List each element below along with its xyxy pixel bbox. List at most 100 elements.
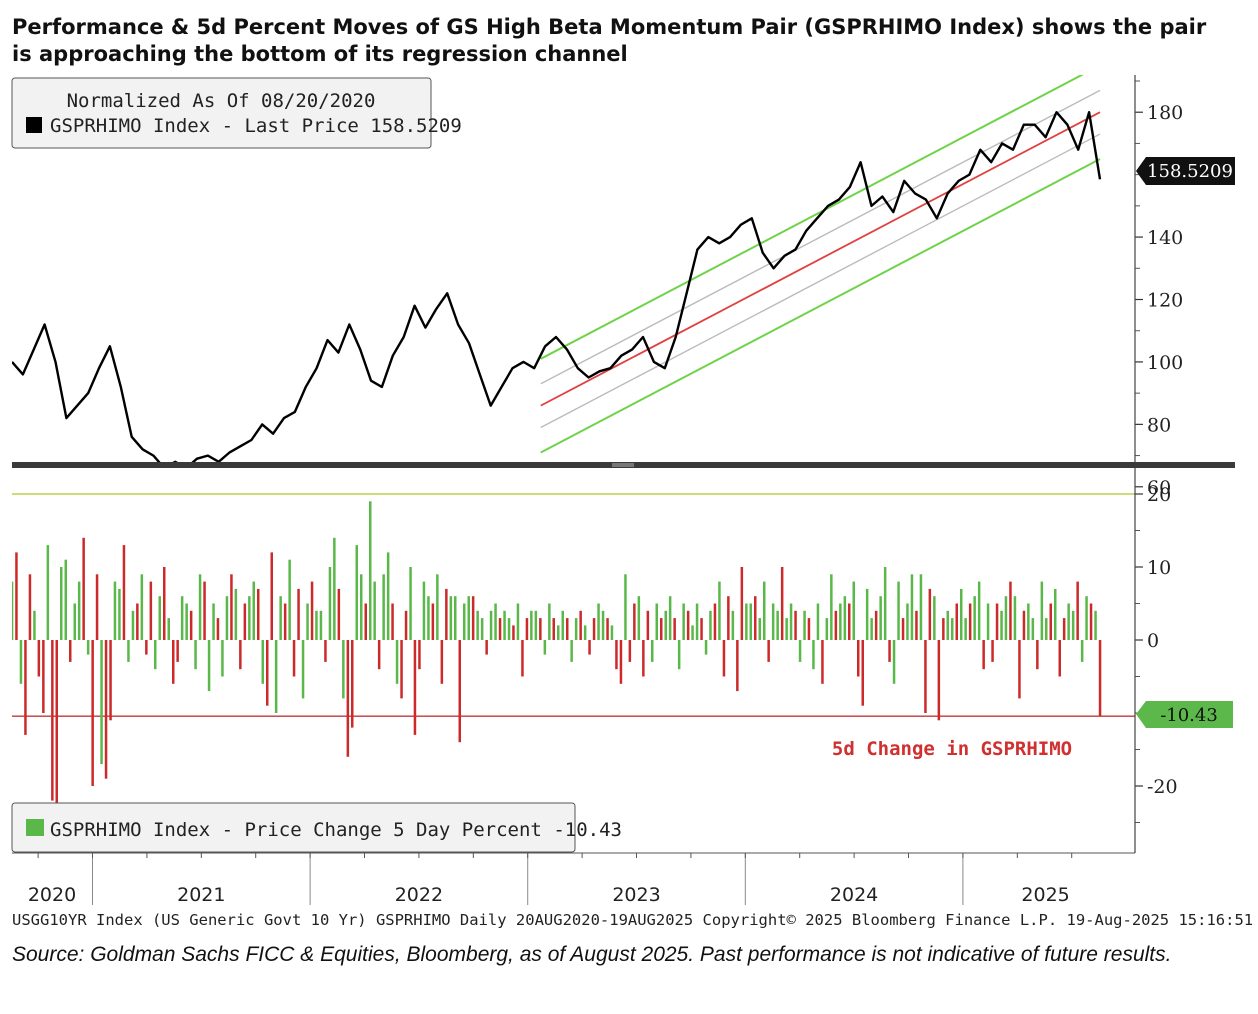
- change-bar: [212, 603, 215, 640]
- change-bar: [736, 640, 739, 692]
- change-bar: [131, 610, 135, 640]
- change-bar: [1058, 640, 1061, 677]
- change-bar: [955, 603, 958, 640]
- change-bar: [109, 640, 112, 721]
- change-bar: [722, 640, 726, 677]
- change-bar: [574, 618, 578, 640]
- change-bar: [1018, 640, 1021, 699]
- change-bar: [337, 588, 341, 640]
- change-bar: [915, 610, 918, 640]
- change-bar: [463, 603, 466, 640]
- change-bar: [731, 610, 735, 640]
- change-bar: [1045, 618, 1048, 640]
- change-bar: [55, 640, 58, 845]
- change-bar: [1062, 618, 1066, 640]
- change-bar: [1036, 640, 1039, 670]
- change-bar: [1027, 603, 1030, 640]
- change-bar: [933, 596, 936, 640]
- price-y-tick-label-140: 140: [1147, 227, 1183, 249]
- change-bar: [668, 596, 672, 640]
- change-bar: [628, 640, 632, 662]
- change-bar: [288, 559, 291, 640]
- change-bar: [588, 640, 591, 655]
- change-bar: [440, 640, 444, 684]
- change-bar: [1000, 610, 1003, 640]
- change-bar: [749, 603, 752, 640]
- change-bar: [404, 610, 408, 640]
- change-bar: [239, 640, 242, 670]
- change-bar: [306, 603, 309, 640]
- change-bar: [145, 640, 148, 655]
- change-bar: [825, 618, 829, 640]
- price-last-value-tag: 158.5209: [1136, 157, 1235, 185]
- change-y-tick-label-20: 20: [1147, 484, 1171, 506]
- change-bar: [346, 640, 350, 757]
- change-panel-background: [12, 468, 1135, 853]
- change-bar: [391, 603, 394, 640]
- year-label-2022: 2022: [395, 884, 443, 906]
- change-bar: [655, 603, 658, 640]
- price-y-axis: 60 80 100 120 140 180: [1135, 80, 1183, 499]
- price-last-value-box: [1136, 157, 1235, 185]
- change-bar: [821, 640, 824, 684]
- divider-handle[interactable]: [612, 463, 634, 467]
- change-bar: [1076, 581, 1079, 640]
- change-bar: [51, 640, 54, 801]
- change-bar: [15, 552, 18, 640]
- change-bar: [1067, 603, 1070, 640]
- change-bar: [789, 603, 793, 640]
- price-y-tick-label-180: 180: [1147, 102, 1183, 124]
- change-bar: [924, 640, 927, 713]
- legend-price-text: GSPRHIMO Index - Last Price 158.5209: [50, 115, 462, 137]
- change-bar: [292, 640, 296, 677]
- change-bar: [355, 545, 358, 640]
- change-bar: [176, 640, 179, 662]
- change-bar: [1004, 596, 1008, 640]
- price-legend[interactable]: Normalized As Of 08/20/2020 GSPRHIMO Ind…: [11, 77, 462, 149]
- change-bar: [780, 567, 784, 640]
- regression-channel: [540, 75, 1101, 454]
- change-bar: [221, 640, 224, 677]
- price-y-tick-label-60: 60: [1147, 477, 1171, 499]
- change-bar: [104, 640, 108, 779]
- change-bar: [261, 640, 264, 684]
- change-bar: [521, 640, 524, 677]
- change-bar: [615, 640, 618, 670]
- change-bar: [333, 537, 336, 640]
- change-legend[interactable]: GSPRHIMO Index - Price Change 5 Day Perc…: [11, 802, 622, 853]
- change-bar: [82, 537, 85, 640]
- change-bar: [91, 640, 94, 786]
- channel-line-2: [540, 111, 1101, 407]
- change-bar: [60, 567, 63, 640]
- change-bar: [865, 588, 869, 640]
- change-bar: [418, 640, 421, 670]
- year-label-2021: 2021: [177, 884, 225, 906]
- change-bar: [494, 603, 497, 640]
- change-bar: [942, 618, 945, 640]
- change-bar: [194, 640, 197, 670]
- change-bar: [19, 640, 23, 684]
- change-bar: [86, 640, 90, 655]
- change-bar: [566, 618, 569, 640]
- change-bar: [727, 596, 730, 640]
- change-bar: [257, 588, 260, 640]
- change-bar: [897, 581, 900, 640]
- change-bar: [1040, 581, 1044, 640]
- change-bar: [964, 618, 967, 640]
- change-bar: [852, 581, 855, 640]
- change-bar: [243, 603, 247, 640]
- change-bar: [297, 588, 300, 640]
- change-y-tick-label--20: -20: [1147, 776, 1178, 798]
- change-bar: [543, 640, 547, 655]
- change-bar: [812, 640, 815, 670]
- change-bar: [274, 640, 278, 713]
- change-bars-layer: [12, 493, 1135, 845]
- change-bar: [767, 640, 770, 662]
- change-bar: [946, 610, 949, 640]
- change-last-value-tag: -10.43: [1136, 701, 1233, 728]
- change-bar: [968, 603, 972, 640]
- change-bar: [857, 640, 860, 677]
- change-bar: [373, 581, 376, 640]
- change-bar: [315, 610, 318, 640]
